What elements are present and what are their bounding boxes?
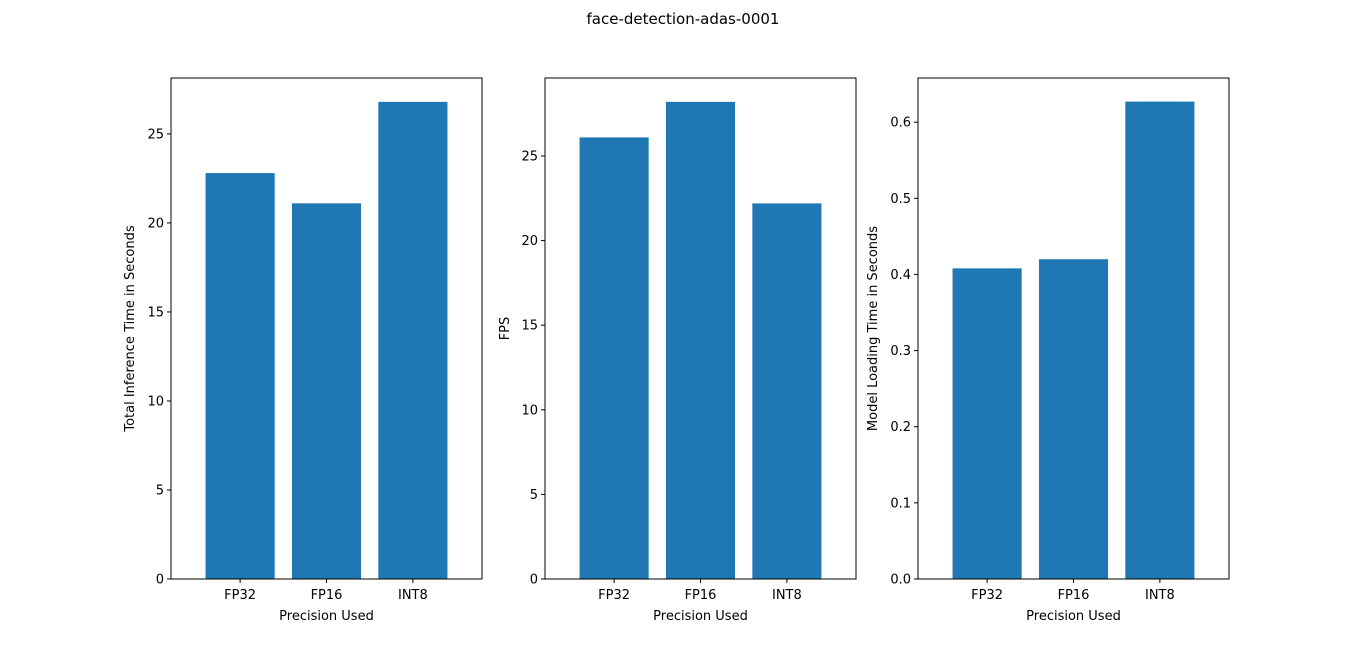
bar-int8	[752, 203, 822, 579]
axes-frame	[544, 77, 857, 580]
bar-fp16	[1038, 259, 1109, 579]
x-axis-label: Precision Used	[279, 609, 374, 624]
y-tick-label: 0.4	[890, 268, 911, 283]
y-tick-label: 5	[530, 488, 538, 503]
y-tick-label: 0.2	[890, 420, 911, 435]
bar-fp32	[952, 268, 1022, 579]
y-tick-label: 0.5	[890, 192, 911, 207]
y-tick-label: 20	[147, 216, 164, 231]
y-tick-label: 0.0	[890, 573, 911, 588]
subplot-3: FP32 FP16 INT8 0.0 0.1 0.2 0.3 0.4 0.5 0.6 Precisi…	[866, 77, 1230, 624]
x-tick-label: INT8	[1145, 588, 1175, 603]
y-tick-label: 15	[521, 319, 538, 334]
y-tick-label: 25	[521, 150, 538, 165]
y-tick-label: 0.1	[890, 496, 911, 511]
figure-title: face-detection-adas-0001	[587, 10, 780, 28]
x-tick-label: INT8	[398, 588, 428, 603]
x-tick-label: FP32	[224, 588, 256, 603]
y-axis-label: FPS	[498, 317, 513, 341]
x-axis-label: Precision Used	[653, 609, 748, 624]
subplot-2: FP32 FP16 INT8 0 5 10 15 20 25 Precision Used FPS	[498, 77, 857, 624]
y-tick-label: 5	[156, 483, 164, 498]
bar-int8	[378, 101, 448, 580]
bar-fp32	[579, 137, 649, 579]
y-tick-label: 20	[521, 234, 538, 249]
subplot-1: FP32 FP16 INT8 0 5 10 15 20 25 Precision Used Tota…	[123, 77, 483, 624]
y-tick-label: 10	[147, 394, 164, 409]
y-axis-label: Model Loading Time in Seconds	[866, 226, 881, 431]
y-tick-label: 0	[530, 573, 538, 588]
x-axis-label: Precision Used	[1026, 609, 1121, 624]
y-tick-label: 15	[147, 305, 164, 320]
bar-int8	[1125, 101, 1195, 579]
subplots: FP32 FP16 INT8 0 5 10 15 20 25 Precision Used Tota…	[123, 77, 1230, 624]
y-tick-label: 0.3	[890, 344, 911, 359]
y-tick-label: 25	[147, 127, 164, 142]
x-tick-label: FP16	[311, 588, 343, 603]
y-axis-label: Total Inference Time in Seconds	[123, 225, 138, 432]
x-tick-label: FP32	[971, 588, 1003, 603]
axes-frame	[170, 77, 483, 580]
axes-frame	[917, 77, 1230, 580]
x-tick-label: FP16	[1058, 588, 1090, 603]
y-tick-label: 0.6	[890, 116, 911, 131]
x-tick-label: INT8	[772, 588, 802, 603]
bar-fp16	[665, 101, 736, 580]
bar-fp32	[205, 173, 275, 579]
y-tick-label: 0	[156, 573, 164, 588]
x-tick-label: FP16	[685, 588, 717, 603]
y-tick-label: 10	[521, 403, 538, 418]
x-tick-label: FP32	[598, 588, 630, 603]
bar-fp16	[291, 203, 362, 579]
